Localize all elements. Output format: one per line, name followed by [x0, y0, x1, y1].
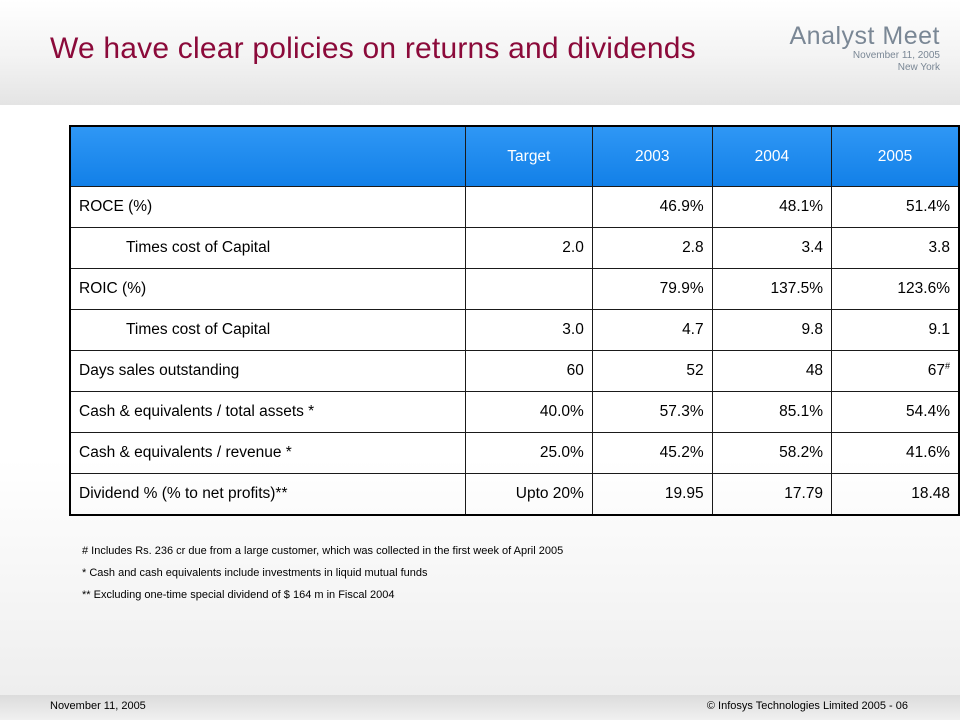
- table-row: Cash & equivalents / revenue * 25.0% 45.…: [69, 432, 960, 474]
- table-row: ROIC (%) 79.9% 137.5% 123.6%: [69, 268, 960, 310]
- cell-2004: 137.5%: [711, 268, 833, 310]
- cell-target: [464, 186, 593, 228]
- cell-2004: 58.2%: [711, 432, 833, 474]
- cell-target: [464, 268, 593, 310]
- cell-2004: 17.79: [711, 473, 833, 516]
- footer-date: November 11, 2005: [50, 700, 146, 712]
- cell-2005: 54.4%: [831, 391, 960, 433]
- cell-2005: 9.1: [831, 309, 960, 351]
- footer-copyright: © Infosys Technologies Limited 2005 - 06: [706, 700, 908, 712]
- header-band: [0, 0, 960, 105]
- event-name: Analyst Meet: [789, 22, 940, 50]
- cell-target: 3.0: [464, 309, 593, 351]
- row-label: Cash & equivalents / revenue *: [69, 432, 466, 474]
- cell-2003: 46.9%: [591, 186, 713, 228]
- footnote: # Includes Rs. 236 cr due from a large c…: [82, 545, 564, 557]
- cell-2005: 41.6%: [831, 432, 960, 474]
- cell-2003: 52: [591, 350, 713, 392]
- cell-2004: 48: [711, 350, 833, 392]
- column-header-2004: 2004: [711, 125, 833, 187]
- row-label: ROCE (%): [69, 186, 466, 228]
- cell-2003: 45.2%: [591, 432, 713, 474]
- row-label: Dividend % (% to net profits)**: [69, 473, 466, 516]
- table-row: Days sales outstanding 60 52 48 67#: [69, 350, 960, 392]
- cell-value: 67: [927, 362, 945, 380]
- cell-target: 25.0%: [464, 432, 593, 474]
- row-label: Times cost of Capital: [69, 227, 466, 269]
- table-row: ROCE (%) 46.9% 48.1% 51.4%: [69, 186, 960, 228]
- slide-title: We have clear policies on returns and di…: [50, 32, 696, 65]
- column-header-target: Target: [464, 125, 593, 187]
- cell-target: 40.0%: [464, 391, 593, 433]
- footnote: ** Excluding one-time special dividend o…: [82, 589, 395, 601]
- cell-target: 2.0: [464, 227, 593, 269]
- table-row: Times cost of Capital 3.0 4.7 9.8 9.1: [69, 309, 960, 351]
- cell-2004: 9.8: [711, 309, 833, 351]
- footer-band: [0, 695, 960, 720]
- column-header-2005: 2005: [831, 125, 960, 187]
- footnote-marker: #: [944, 361, 950, 372]
- cell-2003: 19.95: [591, 473, 713, 516]
- cell-2004: 3.4: [711, 227, 833, 269]
- footnote: * Cash and cash equivalents include inve…: [82, 567, 428, 579]
- row-label: Times cost of Capital: [69, 309, 466, 351]
- cell-target: Upto 20%: [464, 473, 593, 516]
- cell-2003: 4.7: [591, 309, 713, 351]
- cell-2005: 51.4%: [831, 186, 960, 228]
- table-header-row: Target 2003 2004 2005: [69, 125, 960, 187]
- table-row: Times cost of Capital 2.0 2.8 3.4 3.8: [69, 227, 960, 269]
- row-label: Days sales outstanding: [69, 350, 466, 392]
- cell-target: 60: [464, 350, 593, 392]
- column-header-2003: 2003: [591, 125, 713, 187]
- cell-2005: 67#: [831, 350, 960, 392]
- event-date: November 11, 2005: [852, 50, 940, 61]
- footnotes: # Includes Rs. 236 cr due from a large c…: [82, 544, 563, 610]
- cell-2005: 123.6%: [831, 268, 960, 310]
- column-header-label: [69, 125, 466, 187]
- event-branding: Analyst Meet November 11, 2005 New York: [789, 22, 940, 74]
- table-row: Dividend % (% to net profits)** Upto 20%…: [69, 473, 960, 516]
- cell-2005: 3.8: [831, 227, 960, 269]
- cell-2004: 48.1%: [711, 186, 833, 228]
- row-label: Cash & equivalents / total assets *: [69, 391, 466, 433]
- metrics-table: Target 2003 2004 2005 ROCE (%) 46.9% 48.…: [69, 125, 960, 516]
- row-label: ROIC (%): [69, 268, 466, 310]
- event-city: New York: [897, 62, 940, 73]
- cell-2003: 2.8: [591, 227, 713, 269]
- cell-2003: 57.3%: [591, 391, 713, 433]
- cell-2003: 79.9%: [591, 268, 713, 310]
- table-row: Cash & equivalents / total assets * 40.0…: [69, 391, 960, 433]
- cell-2005: 18.48: [831, 473, 960, 516]
- cell-2004: 85.1%: [711, 391, 833, 433]
